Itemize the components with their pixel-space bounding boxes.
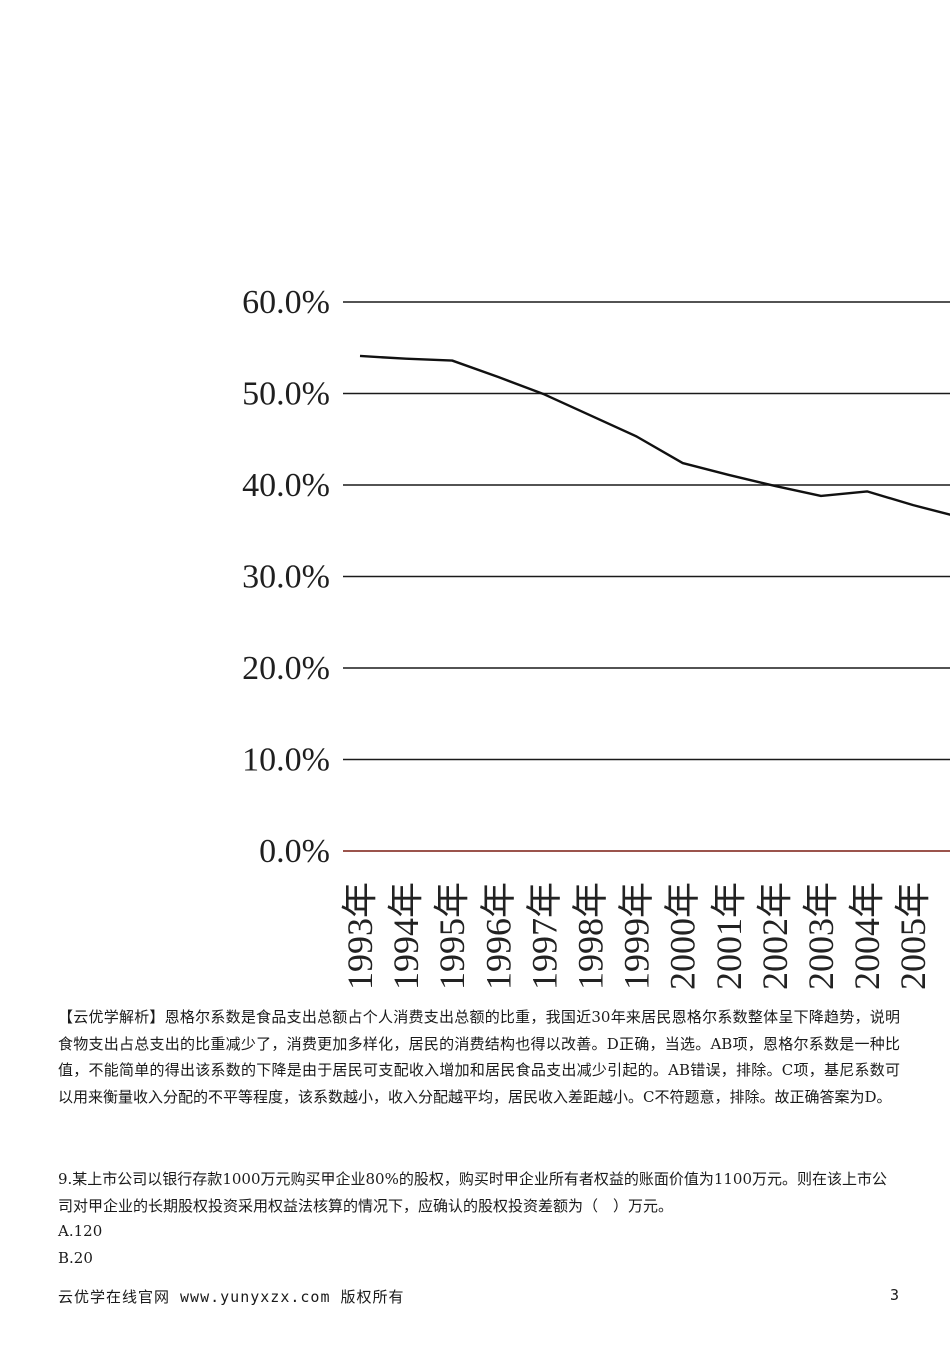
x-tick-label: 2003年 (801, 882, 841, 990)
y-tick-label: 30.0% (242, 559, 330, 596)
question-9: 9.某上市公司以银行存款1000万元购买甲企业80%的股权，购买时甲企业所有者权… (58, 1170, 888, 1215)
engel-coefficient-chart: 0.0% 10.0% 20.0% 30.0% 40.0% 50.0% 60.0% 1993年… (242, 284, 950, 990)
page-number: 3 (890, 1286, 900, 1304)
series-line (359, 354, 950, 516)
footer-copyright: 云优学在线官网 www.yunyxzx.com 版权所有 (58, 1288, 405, 1306)
analysis-paragraph: 【云优学解析】恩格尔系数是食品支出总额占个人消费支出总额的比重，我国近30年来居… (58, 1008, 900, 1106)
gridlines (343, 301, 950, 852)
y-tick-label: 0.0% (259, 833, 330, 870)
x-tick-label: 2001年 (709, 882, 749, 990)
x-tick-label: 1996年 (478, 882, 518, 990)
option-a: A.120 (58, 1222, 103, 1240)
y-axis-tick-labels: 0.0% 10.0% 20.0% 30.0% 40.0% 50.0% 60.0% (242, 284, 330, 870)
x-tick-label: 1999年 (617, 882, 657, 990)
y-tick-label: 60.0% (242, 284, 330, 321)
x-tick-label: 1995年 (432, 882, 472, 990)
x-tick-label: 1997年 (524, 882, 564, 990)
x-tick-label: 2005年 (893, 882, 933, 990)
x-tick-label: 2002年 (755, 882, 795, 990)
line-series (359, 354, 950, 516)
x-axis-tick-labels: 1993年 1994年 1995年 1996年 1997年 1998年 1999年 2000年… (340, 882, 933, 990)
x-tick-label: 2004年 (847, 882, 887, 990)
x-tick-label: 1994年 (386, 882, 426, 990)
answer-options: A.120 B.20 (58, 1218, 102, 1271)
y-tick-label: 50.0% (242, 376, 330, 413)
option-b: B.20 (58, 1248, 93, 1267)
y-tick-label: 20.0% (242, 650, 330, 687)
x-tick-label: 1998年 (571, 882, 611, 990)
y-tick-label: 40.0% (242, 467, 330, 504)
x-tick-label: 1993年 (340, 882, 380, 990)
x-tick-label: 2000年 (663, 882, 703, 990)
y-tick-label: 10.0% (242, 742, 330, 779)
